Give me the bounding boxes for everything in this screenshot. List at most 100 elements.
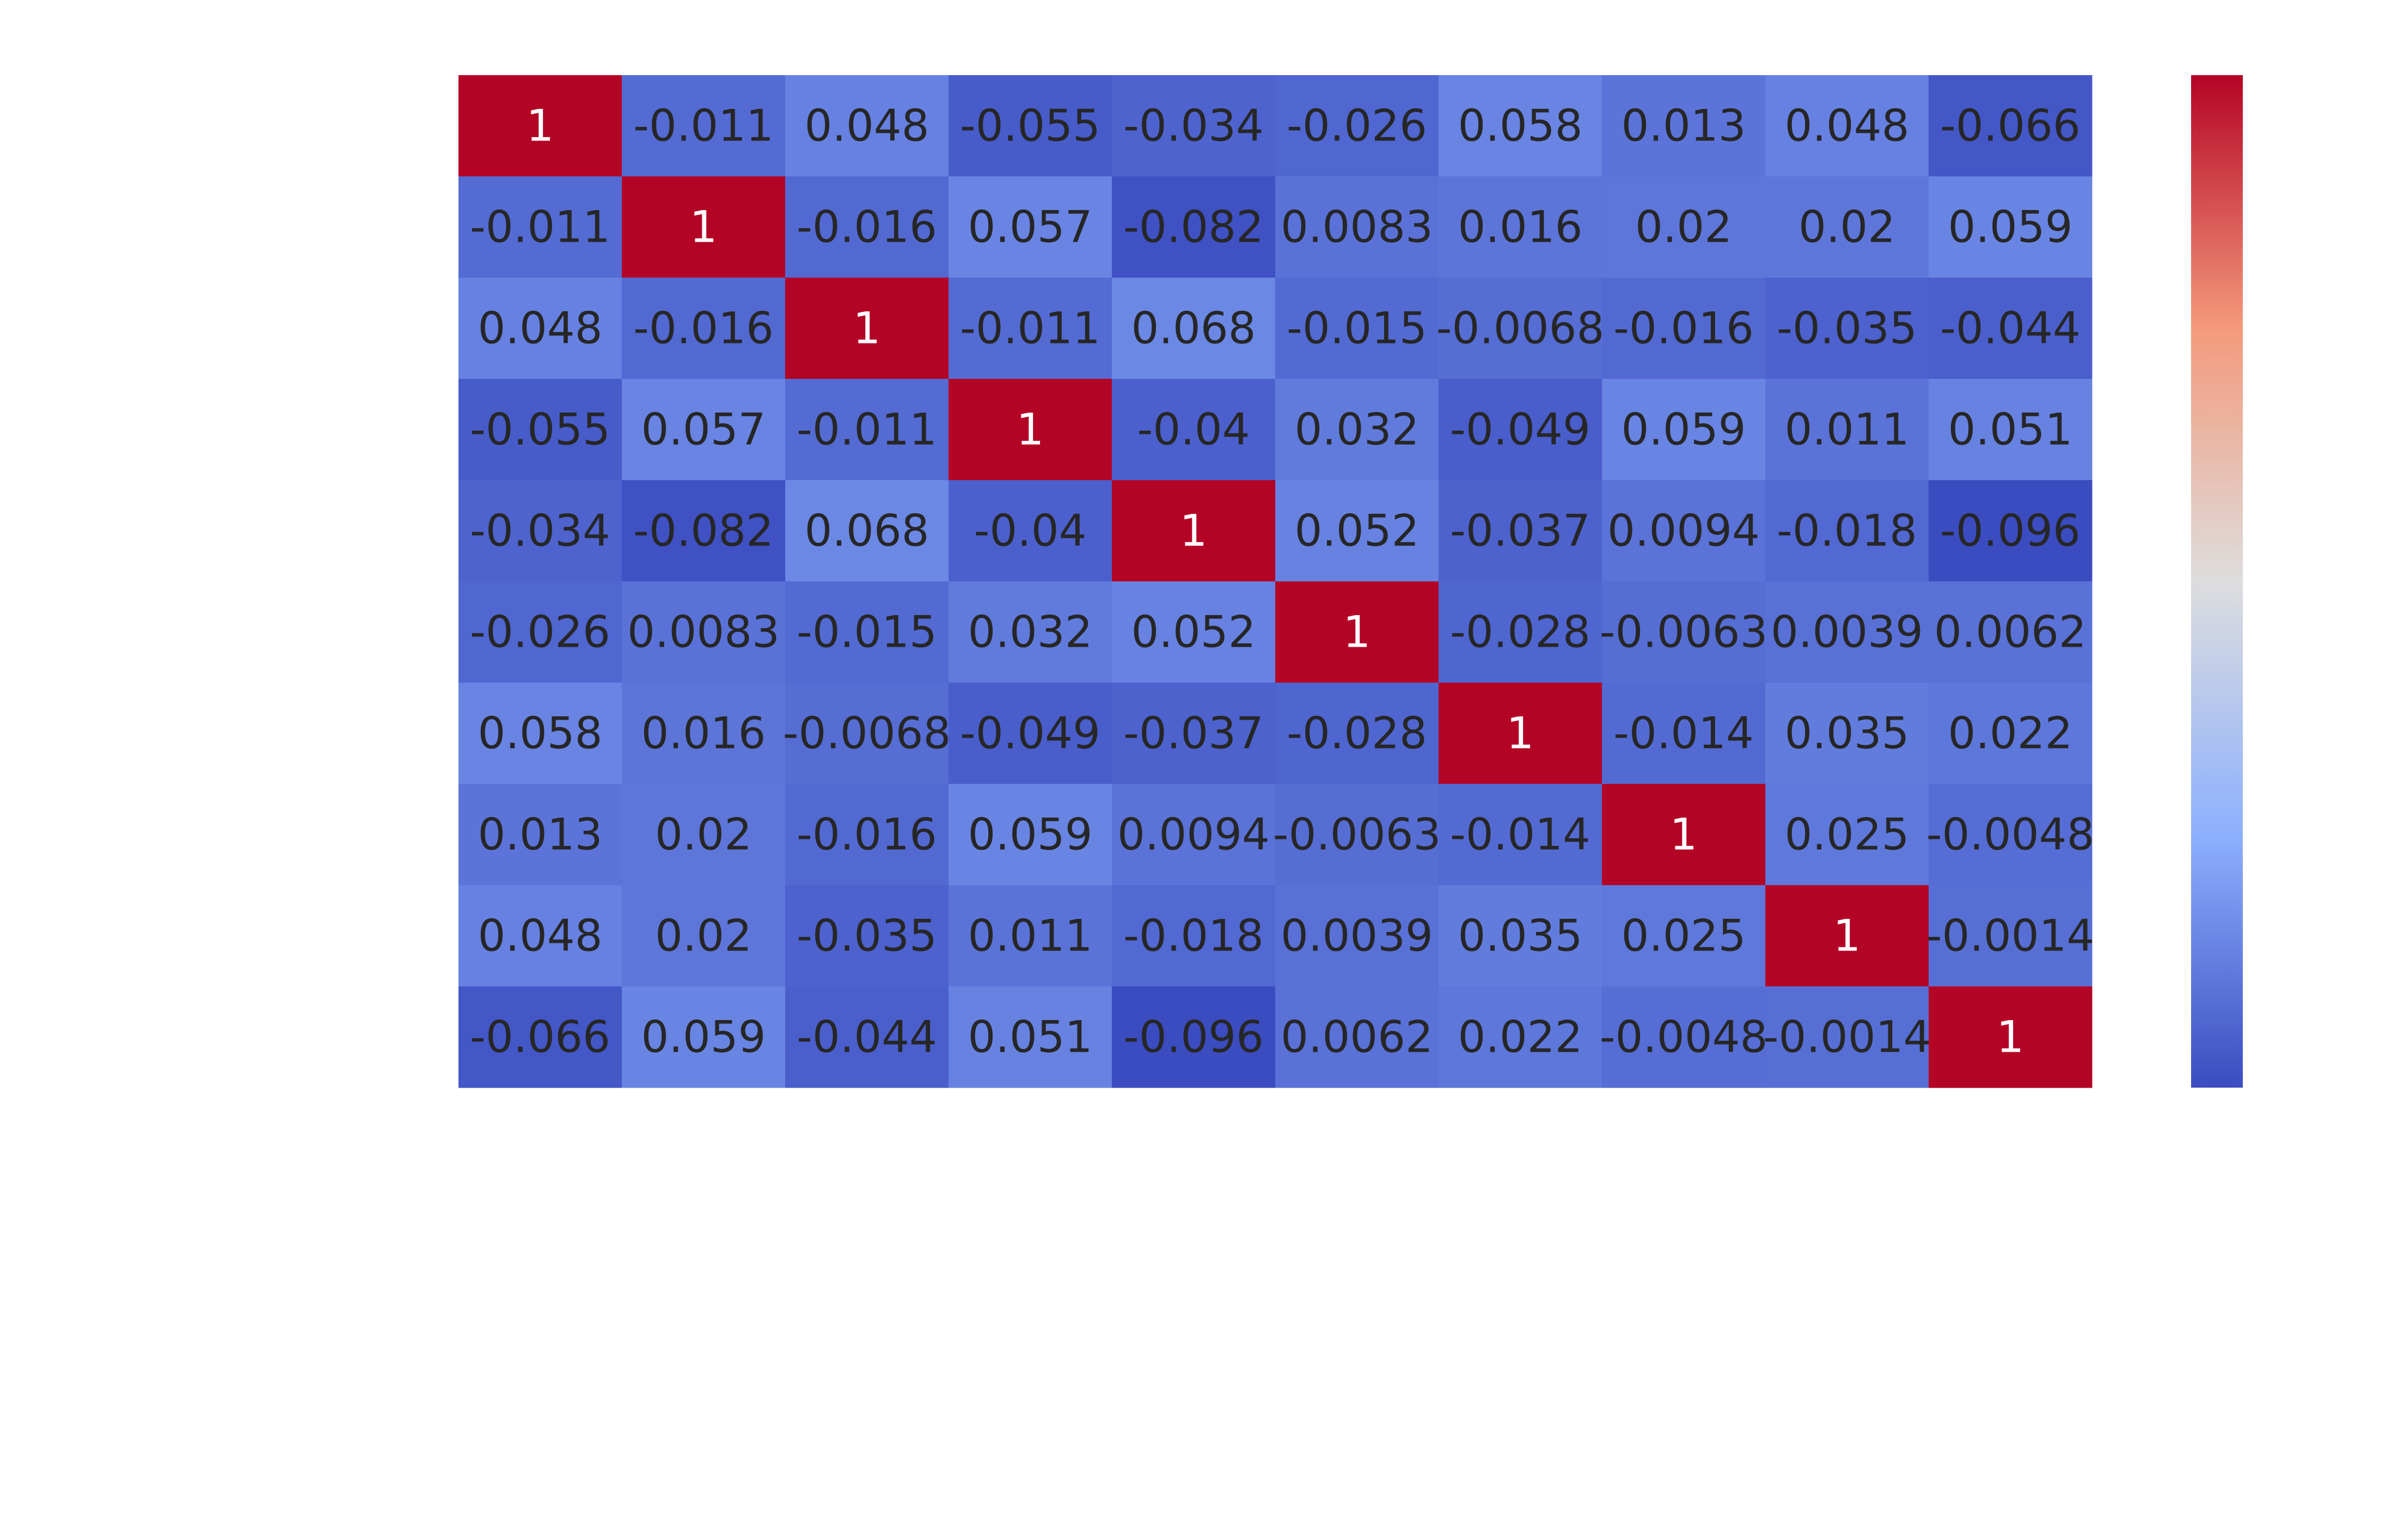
- cell-value-label: -0.04: [1137, 404, 1250, 455]
- cell-value-label: 0.048: [1784, 101, 1909, 151]
- heatmap-cell: [1275, 278, 1439, 379]
- heatmap-cell: [1929, 683, 2093, 784]
- heatmap-cell: [785, 784, 949, 886]
- heatmap-cell: [1275, 480, 1439, 582]
- cell-value-label: 1: [1670, 809, 1698, 860]
- cell-value-label: 0.052: [1131, 607, 1256, 658]
- heatmap-cell: [1275, 581, 1439, 683]
- cell-value-label: -0.011: [633, 101, 774, 151]
- heatmap-cell: [1602, 278, 1766, 379]
- heatmap-cell: [1275, 379, 1439, 481]
- heatmap-cell: [1765, 480, 1929, 582]
- heatmap-cell: [785, 683, 949, 784]
- colorbar: [2191, 75, 2243, 1088]
- cell-value-label: -0.055: [960, 101, 1100, 151]
- cell-value-label: 1: [1507, 708, 1534, 759]
- cell-value-label: -0.035: [1777, 303, 1917, 354]
- cell-value-label: -0.096: [1940, 506, 2081, 556]
- heatmap-cell: [1439, 75, 1602, 177]
- cell-value-label: -0.034: [1123, 101, 1264, 151]
- heatmap-cell: [1112, 581, 1276, 683]
- cell-value-label: -0.016: [1613, 303, 1754, 354]
- cell-value-label: 0.068: [804, 506, 929, 556]
- heatmap-cell: [1439, 278, 1602, 379]
- heatmap-cell: [622, 581, 786, 683]
- cell-value-label: 0.02: [1635, 202, 1732, 253]
- cell-value-label: -0.037: [1123, 708, 1264, 759]
- heatmap-cell: [1765, 278, 1929, 379]
- heatmap-cell: [1602, 75, 1766, 177]
- heatmap-cell: [1929, 986, 2093, 1088]
- heatmap-cell: [785, 480, 949, 582]
- heatmap-cell: [949, 986, 1112, 1088]
- cell-value-label: 1: [1180, 506, 1208, 556]
- heatmap-cell: [949, 75, 1112, 177]
- cell-value-label: 0.032: [1294, 404, 1419, 455]
- heatmap-cell: [949, 581, 1112, 683]
- heatmap-cell: [1765, 885, 1929, 987]
- cell-value-label: -0.011: [470, 202, 610, 253]
- cell-value-label: 0.0062: [1281, 1012, 1433, 1063]
- heatmap-cell: [1112, 75, 1276, 177]
- heatmap-cell: [949, 278, 1112, 379]
- heatmap-cell: [949, 480, 1112, 582]
- heatmap-cell: [458, 986, 622, 1088]
- heatmap-cell: [1275, 784, 1439, 886]
- cell-value-label: -0.016: [797, 809, 937, 860]
- cell-value-label: -0.049: [1450, 404, 1590, 455]
- heatmap-cell: [1439, 784, 1602, 886]
- cell-value-label: 1: [1997, 1012, 2024, 1063]
- heatmap-cell: [1929, 176, 2093, 278]
- heatmap-cell: [1439, 379, 1602, 481]
- heatmap-cell: [458, 784, 622, 886]
- heatmap-cell: [949, 885, 1112, 987]
- cell-value-label: -0.026: [1287, 101, 1427, 151]
- cell-value-label: 0.0039: [1281, 911, 1433, 961]
- cell-value-label: 0.057: [641, 404, 766, 455]
- heatmap-cell: [1602, 480, 1766, 582]
- heatmap-cell: [1439, 683, 1602, 784]
- heatmap-cell: [622, 176, 786, 278]
- cell-value-label: 0.025: [1621, 911, 1746, 961]
- heatmap-cell: [622, 379, 786, 481]
- cell-value-label: -0.016: [797, 202, 937, 253]
- heatmap-cell: [622, 784, 786, 886]
- cell-value-label: 0.068: [1131, 303, 1256, 354]
- heatmap-cell: [1275, 75, 1439, 177]
- cell-value-label: -0.026: [470, 607, 610, 658]
- heatmap-cell: [622, 480, 786, 582]
- cell-value-label: 0.059: [641, 1012, 766, 1063]
- cell-value-label: -0.035: [797, 911, 937, 961]
- cell-value-label: -0.0068: [1436, 303, 1605, 354]
- heatmap-cell: [949, 784, 1112, 886]
- heatmap-cell: [785, 176, 949, 278]
- cell-value-label: 0.059: [1948, 202, 2072, 253]
- cell-value-label: -0.0048: [1600, 1012, 1768, 1063]
- cell-value-label: 0.011: [1784, 404, 1909, 455]
- heatmap-cell: [1929, 885, 2093, 987]
- heatmap-cell: [1929, 379, 2093, 481]
- heatmap-cell: [1275, 683, 1439, 784]
- heatmap-cell: [785, 581, 949, 683]
- heatmap-cell: [1439, 885, 1602, 987]
- cell-value-label: -0.037: [1450, 506, 1590, 556]
- cell-value-label: -0.044: [797, 1012, 937, 1063]
- heatmap-cell: [622, 885, 786, 987]
- cell-value-label: 0.032: [968, 607, 1092, 658]
- cell-value-label: 0.016: [641, 708, 766, 759]
- heatmap-cell: [1275, 986, 1439, 1088]
- heatmap-cell: [1112, 176, 1276, 278]
- cell-value-label: -0.049: [960, 708, 1100, 759]
- cell-value-label: -0.014: [1613, 708, 1754, 759]
- cell-value-label: 0.013: [478, 809, 602, 860]
- cell-value-label: 0.0062: [1934, 607, 2087, 658]
- cell-value-label: -0.0063: [1273, 809, 1441, 860]
- heatmap-cell: [1602, 986, 1766, 1088]
- heatmap-cell: [1602, 683, 1766, 784]
- heatmap-cell: [458, 379, 622, 481]
- cell-value-label: 0.051: [968, 1012, 1092, 1063]
- heatmap-cell: [1929, 278, 2093, 379]
- cell-value-label: 0.016: [1458, 202, 1582, 253]
- heatmap-cell: [1112, 885, 1276, 987]
